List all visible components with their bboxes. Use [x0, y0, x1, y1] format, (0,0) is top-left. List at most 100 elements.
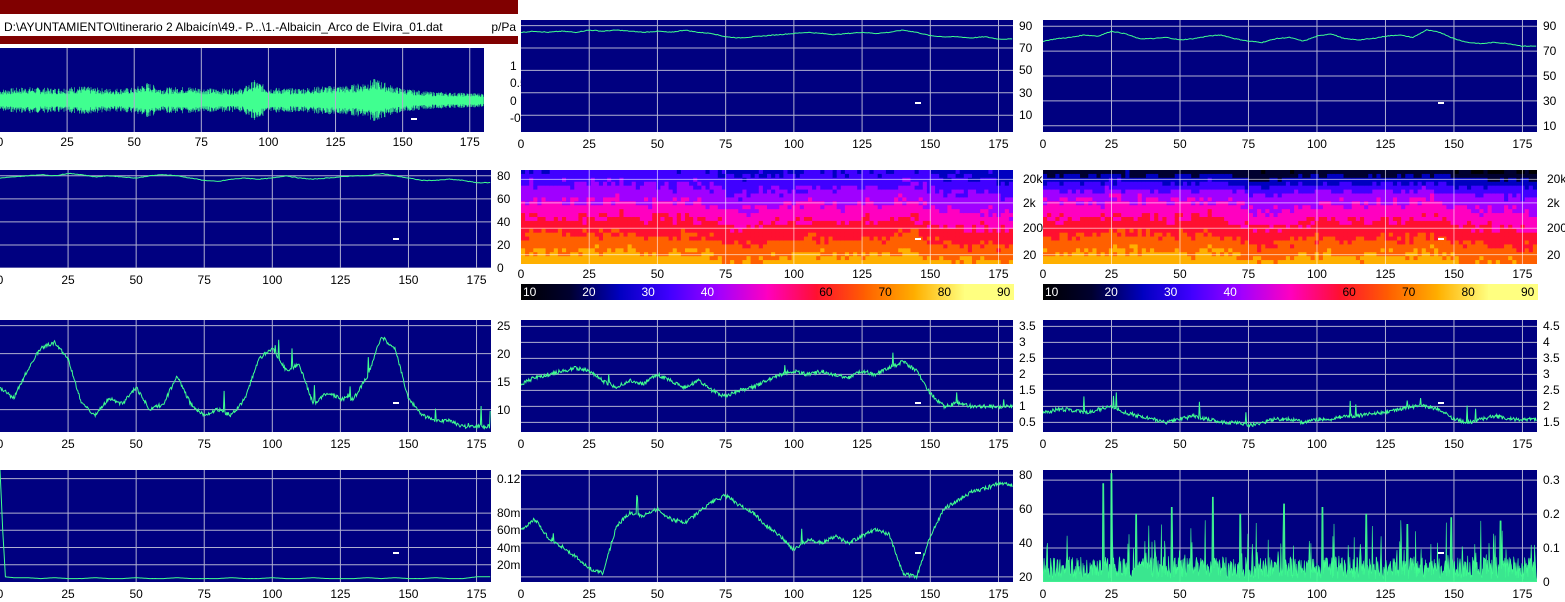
- heatmap-cell: [873, 189, 879, 195]
- heatmap-cell: [869, 244, 875, 249]
- heatmap-cell: [951, 240, 957, 246]
- heatmap-cell: [840, 189, 846, 195]
- heatmap-cell: [1071, 173, 1077, 179]
- plot-svg: [0, 170, 491, 268]
- heatmap-cell: [1261, 240, 1266, 246]
- heatmap-cell: [570, 244, 575, 249]
- heatmap-cell: [1327, 260, 1332, 264]
- heatmap-cell: [758, 173, 764, 179]
- heatmap-cell: [1207, 205, 1213, 210]
- heatmap-cell: [799, 217, 805, 222]
- heatmap-cell: [1302, 209, 1308, 214]
- heatmap-cell: [680, 228, 686, 234]
- heatmap-cell: [639, 236, 645, 242]
- heatmap-cell: [926, 185, 932, 191]
- heatmap-cell: [1310, 240, 1316, 246]
- heatmap-cell: [1112, 213, 1118, 218]
- heatmap-cell: [758, 193, 764, 199]
- heatmap-svg: [521, 170, 1013, 264]
- heatmap-cell: [615, 232, 620, 238]
- heatmap-cell: [590, 260, 596, 264]
- heatmap-cell: [1331, 205, 1336, 210]
- heatmap-cell: [1355, 205, 1361, 210]
- heatmap-cell: [865, 220, 871, 226]
- heatmap-cell: [840, 256, 846, 261]
- heatmap-cell: [931, 185, 936, 191]
- heatmap-cell: [1318, 248, 1324, 253]
- heatmap-cell: [1187, 217, 1192, 222]
- heatmap-cell: [902, 209, 907, 214]
- heatmap-cell: [660, 193, 666, 199]
- heatmap-cell: [1092, 256, 1098, 261]
- heatmap-cell: [1137, 205, 1143, 210]
- heatmap-cell: [918, 224, 924, 230]
- heatmap-cell: [639, 256, 645, 261]
- plot-area[interactable]: [1043, 20, 1537, 132]
- heatmap-cell: [840, 244, 846, 249]
- heatmap-cell: [1322, 232, 1328, 238]
- heatmap-cell: [935, 260, 940, 264]
- heatmap-cell: [1067, 185, 1073, 191]
- heatmap-cell: [955, 248, 961, 253]
- heatmap-cell: [803, 170, 809, 175]
- heatmap-cell: [594, 228, 600, 234]
- heatmap-cell: [984, 209, 989, 214]
- heatmap-cell: [644, 248, 649, 253]
- heatmap-cell: [922, 256, 928, 261]
- heatmap-cell: [615, 181, 620, 187]
- plot-area[interactable]: [0, 170, 491, 268]
- heatmap-cell: [951, 170, 957, 175]
- heatmap-cell: [1290, 220, 1295, 226]
- heatmap-cell: [549, 244, 555, 249]
- heatmap-cell: [598, 189, 604, 195]
- heatmap-cell: [951, 209, 957, 214]
- heatmap-cell: [803, 232, 809, 238]
- heatmap-cell: [1096, 173, 1102, 179]
- heatmap-cell: [594, 170, 600, 175]
- heatmap-cell: [894, 236, 899, 242]
- heatmap-cell: [1215, 205, 1221, 210]
- heatmap-cell: [758, 232, 764, 238]
- scrollbar-top-2[interactable]: [0, 36, 518, 44]
- heatmap-cell: [1096, 260, 1102, 264]
- heatmap-cell: [1145, 248, 1151, 253]
- heatmap-cell: [562, 232, 567, 238]
- heatmap-cell: [849, 197, 854, 202]
- plot-area[interactable]: [1043, 170, 1537, 264]
- heatmap-cell: [935, 244, 940, 249]
- heatmap-cell: [746, 170, 752, 175]
- heatmap-cell: [582, 232, 588, 238]
- heatmap-cell: [603, 228, 608, 234]
- heatmap-cell: [1368, 201, 1373, 206]
- heatmap-cell: [525, 240, 530, 246]
- heatmap-cell: [1117, 205, 1122, 210]
- heatmap-cell: [705, 248, 711, 253]
- heatmap-cell: [1080, 217, 1085, 222]
- plot-area[interactable]: [0, 48, 484, 132]
- heatmap-cell: [1285, 193, 1291, 199]
- heatmap-cell: [1364, 244, 1369, 249]
- heatmap-cell: [574, 205, 579, 210]
- scrollbar-top[interactable]: [0, 0, 518, 14]
- heatmap-cell: [939, 248, 944, 253]
- heatmap-cell: [1318, 224, 1324, 230]
- heatmap-cell: [1092, 177, 1098, 183]
- heatmap-cell: [701, 248, 707, 253]
- heatmap-cell: [619, 193, 625, 199]
- y-tick-label: 0: [510, 93, 517, 108]
- heatmap-cell: [832, 240, 838, 246]
- heatmap-cell: [947, 217, 953, 222]
- plot-area[interactable]: [521, 170, 1013, 264]
- heatmap-cell: [1351, 232, 1357, 238]
- heatmap-cell: [1351, 240, 1357, 246]
- heatmap-cell: [1257, 236, 1262, 242]
- heatmap-cell: [1273, 256, 1279, 261]
- heatmap-cell: [963, 240, 969, 246]
- plot-area[interactable]: [521, 20, 1013, 132]
- heatmap-cell: [955, 244, 961, 249]
- heatmap-cell: [1043, 205, 1048, 210]
- heatmap-cell: [1047, 177, 1052, 183]
- heatmap-cell: [1318, 173, 1324, 179]
- heatmap-cell: [1150, 248, 1155, 253]
- heatmap-cell: [742, 193, 748, 199]
